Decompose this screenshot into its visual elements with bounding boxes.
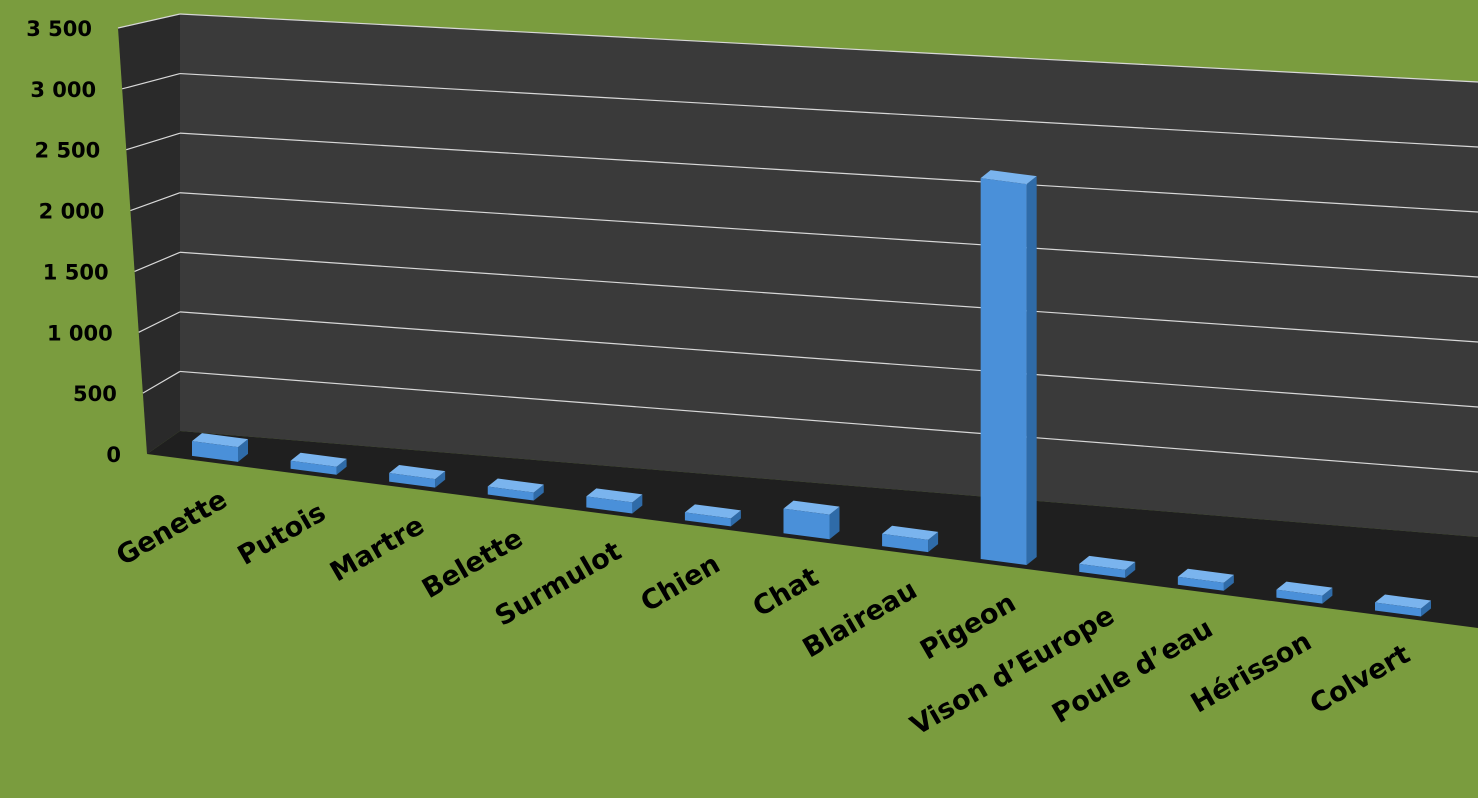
bar [192, 433, 248, 462]
category-label: Colvert [1305, 639, 1416, 721]
bar [980, 170, 1037, 565]
bar-front [389, 473, 436, 488]
bar-front [882, 533, 929, 553]
bar-top [192, 433, 248, 448]
bar-top [1079, 555, 1136, 570]
gridline [130, 192, 181, 212]
bar-top [290, 452, 347, 467]
bar-front [192, 441, 238, 462]
y-tick-label: 3 000 [30, 78, 96, 102]
bars [192, 170, 1431, 617]
bar-side [730, 510, 741, 527]
bar [783, 500, 840, 540]
gridline [134, 251, 181, 272]
bar-side [829, 506, 840, 540]
gridline [179, 132, 1478, 213]
bar-front [1177, 576, 1224, 591]
bar-side [632, 494, 643, 514]
bar-top [389, 465, 446, 480]
bar [882, 525, 939, 553]
bar-top [882, 525, 939, 540]
bar-front [290, 460, 337, 475]
gridline [126, 132, 181, 151]
category-label: Vison d’Europe [905, 600, 1119, 742]
bar-top [1177, 568, 1234, 583]
bar-side [435, 471, 446, 488]
bar [586, 488, 643, 514]
gridline [179, 311, 1478, 408]
bar-side [533, 484, 544, 501]
gridline [179, 72, 1478, 148]
gridline [179, 370, 1478, 473]
bar-front [487, 486, 534, 501]
chart-walls [118, 14, 1478, 628]
category-label: Genette [111, 484, 232, 572]
bar-side [1322, 587, 1333, 604]
bar-side [1223, 574, 1234, 591]
gridline [121, 72, 181, 90]
bar-top [1276, 581, 1333, 596]
gridline [117, 13, 181, 29]
bar-top [684, 504, 741, 519]
bar-front [684, 512, 731, 527]
bar-front [1079, 563, 1126, 578]
bar-front [1375, 602, 1421, 617]
bar [290, 452, 347, 475]
category-label: Chien [636, 549, 726, 619]
bar-top [783, 500, 840, 515]
gridlines [117, 13, 1478, 473]
bar-front [783, 508, 830, 540]
bar-front [980, 178, 1027, 565]
bar-side [928, 531, 939, 553]
bar-side [1421, 600, 1431, 617]
bar-front [1276, 589, 1323, 604]
bar [487, 478, 544, 501]
category-label: Martre [325, 510, 430, 588]
bar [1079, 555, 1136, 578]
bar [1276, 581, 1333, 604]
y-tick-label: 1 500 [43, 260, 109, 284]
bar-top [1375, 594, 1431, 609]
side-wall [118, 14, 180, 454]
back-wall [180, 14, 1478, 537]
y-tick-label: 2 000 [39, 200, 105, 224]
bar-top [586, 488, 643, 503]
gridline [179, 13, 1478, 83]
y-tick-label: 0 [106, 443, 121, 467]
bar-side [336, 458, 347, 475]
y-tick-label: 3 500 [26, 17, 92, 41]
bar-top [980, 170, 1037, 185]
bar [1375, 594, 1431, 617]
bar [1177, 568, 1234, 591]
bar-side [238, 439, 248, 462]
bar-side [1026, 176, 1037, 565]
bar-side [1125, 561, 1136, 578]
y-axis-ticks: 0 500 1 000 1 500 2 000 2 500 3 000 3 500 [26, 17, 121, 467]
category-label: Putois [233, 497, 331, 572]
gridline [142, 370, 181, 394]
y-tick-label: 1 000 [47, 321, 113, 345]
category-label: Pigeon [915, 587, 1021, 666]
bar [684, 504, 741, 527]
y-tick-label: 2 500 [35, 139, 101, 163]
gridline [179, 192, 1478, 278]
bar-top [487, 478, 544, 493]
bar [389, 465, 446, 488]
bar-front [586, 496, 633, 514]
gridline [138, 311, 181, 333]
y-tick-label: 500 [73, 382, 117, 406]
category-label: Chat [748, 561, 824, 623]
gridline [179, 251, 1478, 343]
